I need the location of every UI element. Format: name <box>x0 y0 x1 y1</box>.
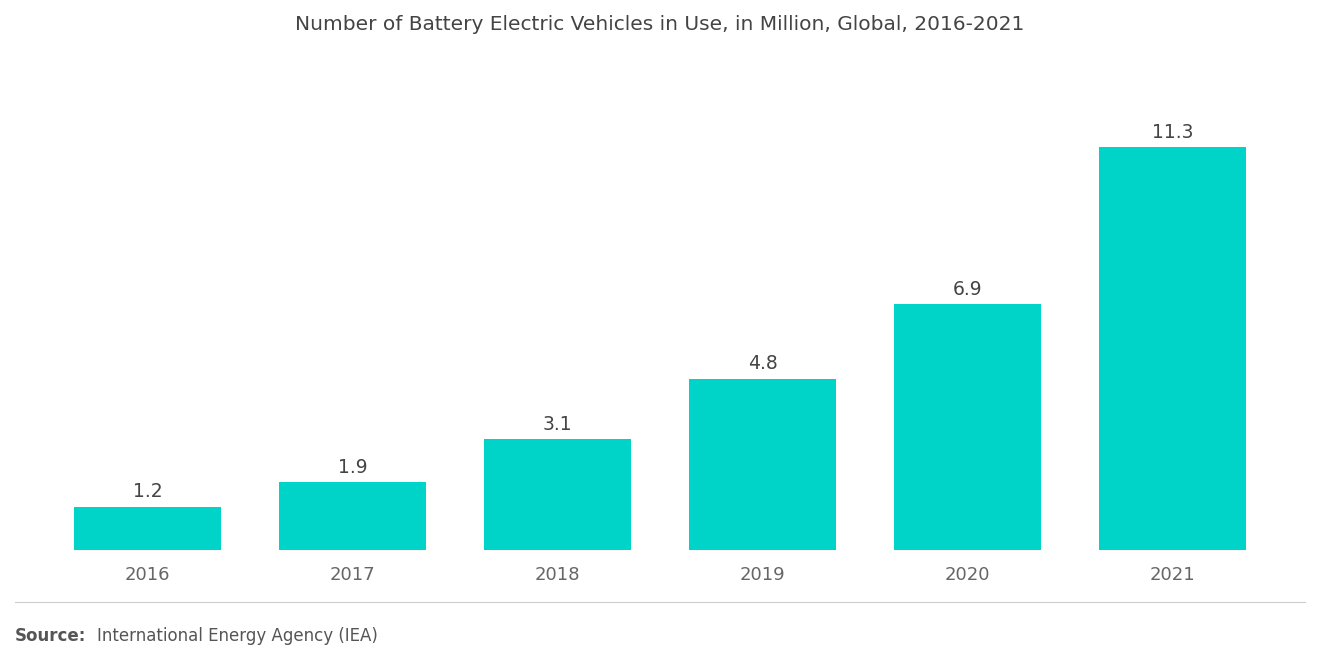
Bar <box>74 507 222 549</box>
Text: 6.9: 6.9 <box>953 279 982 299</box>
Text: Source:: Source: <box>15 627 86 645</box>
Text: 11.3: 11.3 <box>1152 123 1193 142</box>
Text: International Energy Agency (IEA): International Energy Agency (IEA) <box>96 627 378 645</box>
Text: 4.8: 4.8 <box>747 354 777 373</box>
Text: 1.2: 1.2 <box>132 483 162 501</box>
Bar <box>279 482 426 549</box>
Bar <box>894 304 1041 549</box>
Title: Number of Battery Electric Vehicles in Use, in Million, Global, 2016-2021: Number of Battery Electric Vehicles in U… <box>296 15 1024 34</box>
Bar <box>689 378 837 549</box>
Text: 3.1: 3.1 <box>543 415 573 434</box>
Text: 1.9: 1.9 <box>338 458 367 477</box>
Bar <box>1098 147 1246 549</box>
Bar <box>483 439 631 549</box>
